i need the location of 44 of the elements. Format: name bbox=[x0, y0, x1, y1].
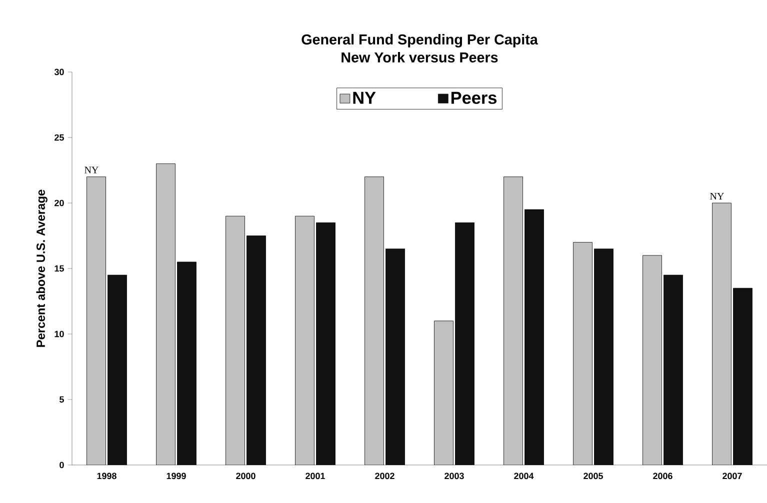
y-tick-label: 30 bbox=[54, 68, 64, 76]
bar bbox=[504, 176, 523, 465]
y-tick-label: 5 bbox=[60, 396, 64, 403]
bar bbox=[733, 288, 752, 465]
bar bbox=[226, 216, 245, 465]
y-tick-label: 0 bbox=[60, 462, 64, 468]
x-tick-label: 2002 bbox=[375, 472, 394, 480]
bar bbox=[594, 248, 614, 465]
x-tick-label: 2005 bbox=[584, 472, 603, 480]
bar bbox=[455, 222, 474, 465]
y-tick-label: 25 bbox=[54, 134, 64, 141]
y-axis-title: Percent above U.S. Average bbox=[36, 190, 48, 347]
x-tick-label: 2004 bbox=[514, 472, 534, 480]
bar bbox=[86, 176, 106, 465]
y-tick-label: 10 bbox=[54, 330, 64, 338]
bar bbox=[664, 274, 683, 465]
bar bbox=[364, 176, 384, 465]
x-tick-label: 2003 bbox=[444, 472, 464, 480]
y-tick-label: 15 bbox=[54, 265, 64, 272]
x-tick-label: 2007 bbox=[722, 472, 742, 480]
bar bbox=[712, 202, 732, 465]
x-tick-label: 2001 bbox=[306, 472, 325, 480]
bar bbox=[434, 320, 454, 465]
bar bbox=[386, 248, 405, 465]
bar bbox=[156, 163, 176, 465]
legend-label: Peers bbox=[451, 92, 497, 104]
x-tick-label: 2000 bbox=[236, 472, 256, 480]
chart-subtitle: New York versus Peers bbox=[342, 52, 498, 62]
bar bbox=[573, 242, 592, 465]
x-tick-label: 2006 bbox=[653, 472, 672, 480]
annotation: NY bbox=[84, 166, 98, 174]
legend-label: NY bbox=[353, 92, 376, 104]
bar bbox=[295, 216, 314, 465]
chart-title: General Fund Spending Per Capita bbox=[302, 34, 538, 48]
y-tick-label: 20 bbox=[54, 200, 64, 206]
bar bbox=[524, 209, 544, 465]
bar bbox=[108, 274, 127, 465]
bar bbox=[642, 255, 662, 465]
bar bbox=[246, 236, 266, 465]
x-tick-label: 1999 bbox=[166, 472, 186, 480]
bar bbox=[177, 262, 196, 465]
bar bbox=[316, 222, 336, 465]
annotation: NY bbox=[710, 192, 724, 200]
x-tick-label: 1998 bbox=[97, 472, 116, 480]
